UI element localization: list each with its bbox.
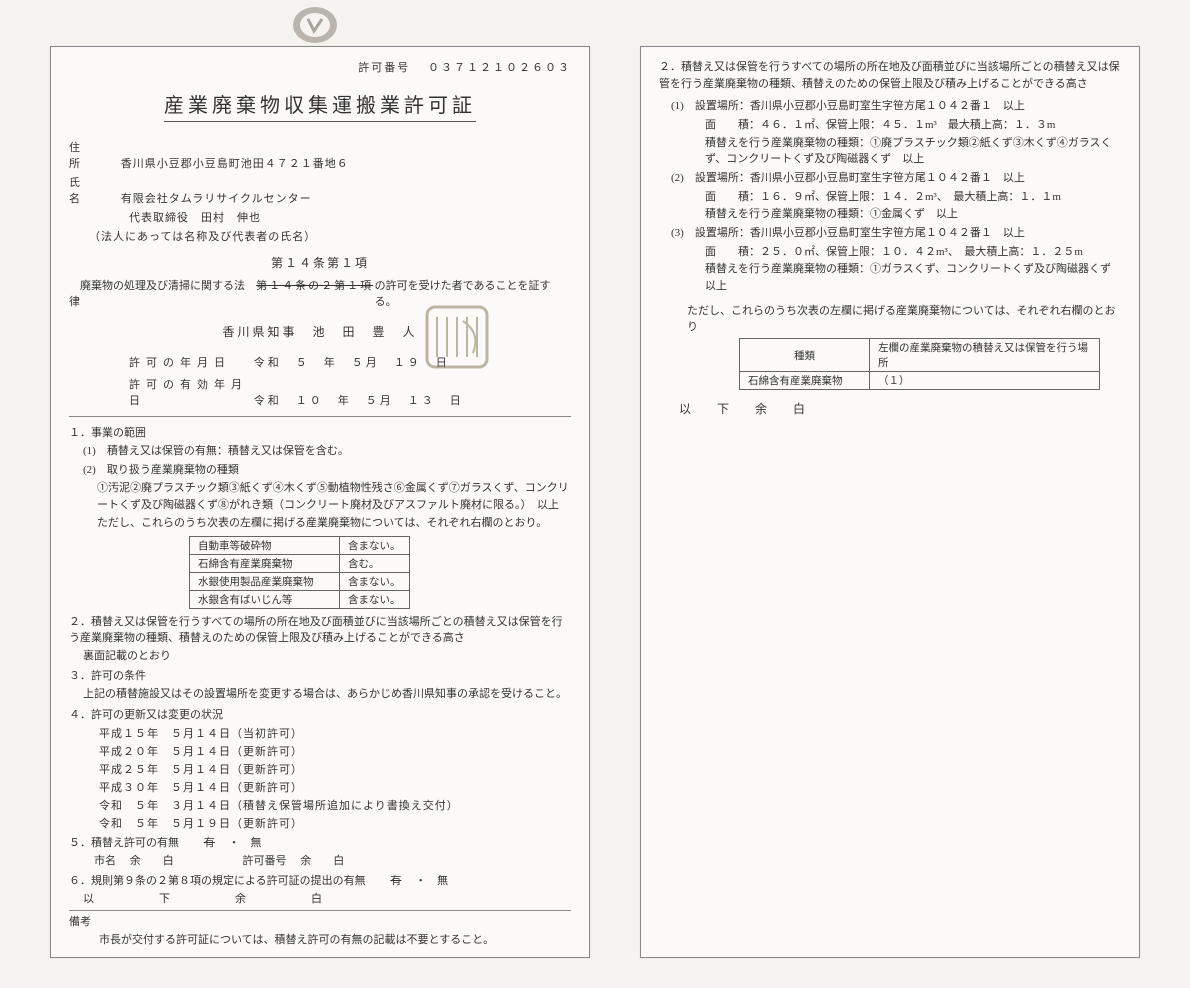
- history-line: 平成３０年 ５月１４日（更新許可）: [69, 779, 571, 795]
- section-1-1: (1) 積替え又は保管の有無：積替え又は保管を含む。: [69, 443, 571, 460]
- end-blank: 以下余白: [679, 400, 1121, 417]
- cell: 自動車等破砕物: [190, 536, 340, 554]
- table-row: 自動車等破砕物含まない。: [190, 536, 410, 554]
- location-2-types: 積替えを行う産業廃棄物の種類：①金属くず 以上: [659, 206, 1121, 223]
- cell: （１）: [870, 372, 1100, 390]
- company-name: 有限会社タムラリサイクルセンター: [121, 193, 312, 205]
- back-note: ただし、これらのうち次表の左欄に掲げる産業廃棄物については、それぞれ右欄のとおり: [659, 302, 1121, 334]
- section-3-head: ３．許可の条件: [69, 667, 571, 683]
- name-row: 氏 名 有限会社タムラリサイクルセンター: [69, 174, 571, 206]
- document-title: 産業廃棄物収集運搬業許可証: [164, 89, 476, 122]
- expiry-date-label: 許可の有効年月日: [129, 376, 249, 408]
- permit-number-line: 許可番号 ０３７１２１０２６０３: [69, 59, 571, 75]
- table-row: 水銀使用製品産業廃棄物含まない。: [190, 572, 410, 590]
- section-6-no: ・ 無: [415, 875, 448, 887]
- waste-inclusion-table: 自動車等破砕物含まない。 石綿含有産業廃棄物含む。 水銀使用製品産業廃棄物含まな…: [189, 536, 410, 609]
- history-line: 平成２０年 ５月１４日（更新許可）: [69, 743, 571, 759]
- permit-date-row: 許可の年月日 令和 ５ 年 ５月 １９ 日: [129, 354, 571, 370]
- table-header: 左欄の産業廃棄物の積替え又は保管を行う場所: [870, 339, 1100, 372]
- section-6-label: ６．規則第９条の２第８項の規定による許可証の提出の有無: [69, 875, 366, 887]
- section-5-label: ５．積替え許可の有無: [69, 837, 179, 849]
- address-label: 住 所: [69, 139, 117, 171]
- section-3-body: 上記の積替施設又はその設置場所を変更する場合は、あらかじめ香川県知事の承認を受け…: [69, 686, 571, 703]
- section-5-details: 市名 余 白 許可番号 余 白: [69, 853, 571, 870]
- table-row: 種類 左欄の産業廃棄物の積替え又は保管を行う場所: [740, 339, 1100, 372]
- certify-left: 廃棄物の処理及び清掃に関する法律: [69, 277, 255, 309]
- section-5-yes: 有: [204, 837, 215, 849]
- city-value: 余 白: [130, 855, 174, 867]
- cell: 水銀含有ばいじん等: [190, 590, 340, 608]
- section-5-no: ・ 無: [229, 837, 262, 849]
- remarks-label: 備考: [69, 910, 571, 929]
- location-3-place: (3) 設置場所：香川県小豆郡小豆島町室生字笹方尾１０４２番１ 以上: [659, 225, 1121, 242]
- permit-no-label: 許可番号: [243, 855, 287, 867]
- section-2-head: ２．積替え又は保管を行うすべての場所の所在地及び面積並びに当該場所ごとの積替え又…: [69, 613, 571, 645]
- address-row: 住 所 香川県小豆郡小豆島町池田４７２１番地６: [69, 139, 571, 171]
- article-main: 第１４条第１項: [69, 254, 571, 271]
- cell: 含まない。: [340, 572, 410, 590]
- cell: 含む。: [340, 554, 410, 572]
- cell: 含まない。: [340, 590, 410, 608]
- cell: 石綿含有産業廃棄物: [740, 372, 870, 390]
- history-line: 令和 ５年 ３月１４日（積替え保管場所追加により書換え交付）: [69, 797, 571, 813]
- certify-line: 廃棄物の処理及び清掃に関する法律 第１４条の２第１項 の許可を受けた者であること…: [69, 277, 571, 309]
- location-3-types: 積替えを行う産業廃棄物の種類：①ガラスくず、コンクリートくず及び陶磁器くず 以上: [659, 261, 1121, 294]
- permit-number: ０３７１２１０２６０３: [428, 62, 571, 74]
- section-1-2: (2) 取り扱う産業廃棄物の種類: [69, 462, 571, 479]
- expiry-date-row: 許可の有効年月日 令和 １０ 年 ５月 １３ 日: [129, 376, 571, 408]
- cell: 石綿含有産業廃棄物: [190, 554, 340, 572]
- cell: 含まない。: [340, 536, 410, 554]
- location-1-types: 積替えを行う産業廃棄物の種類：①廃プラスチック類②紙くず③木くず④ガラスくず、コ…: [659, 135, 1121, 168]
- permit-number-label: 許可番号: [358, 62, 410, 74]
- name-label: 氏 名: [69, 174, 117, 206]
- permit-date-label: 許可の年月日: [129, 354, 249, 370]
- representative: 代表取締役 田村 伸也: [69, 209, 571, 225]
- permit-page-back: ２．積替え又は保管を行うすべての場所の所在地及び面積並びに当該場所ごとの積替え又…: [640, 46, 1140, 958]
- waste-types: ①汚泥②廃プラスチック類③紙くず④木くず⑤動植物性残さ⑥金属くず⑦ガラスくず、コ…: [69, 480, 571, 513]
- permit-date-value: 令和 ５ 年 ５月 １９ 日: [254, 357, 450, 369]
- table-row: 石綿含有産業廃棄物含む。: [190, 554, 410, 572]
- section-2-body: 裏面記載のとおり: [69, 648, 571, 665]
- governor-seal-icon: [423, 303, 491, 371]
- location-2-place: (2) 設置場所：香川県小豆郡小豆島町室生字笹方尾１０４２番１ 以上: [659, 170, 1121, 187]
- cell: 水銀使用製品産業廃棄物: [190, 572, 340, 590]
- section-6-head: ６．規則第９条の２第８項の規定による許可証の提出の有無 有 ・ 無: [69, 872, 571, 888]
- back-section-head: ２．積替え又は保管を行うすべての場所の所在地及び面積並びに当該場所ごとの積替え又…: [659, 59, 1121, 96]
- decorative-top-seal: [290, 5, 340, 45]
- article-block: 第１４条第１項: [69, 254, 571, 271]
- section-6-yes: 有: [390, 875, 401, 887]
- governor-line: 香川県知事 池 田 豊 人: [69, 323, 571, 340]
- table-row: 石綿含有産業廃棄物 （１）: [740, 372, 1100, 390]
- asbestos-table: 種類 左欄の産業廃棄物の積替え又は保管を行う場所 石綿含有産業廃棄物 （１）: [739, 338, 1100, 390]
- location-2-area: 面 積：１６．９㎡、保管上限：１４．２m³、 最大積上高：１．１m: [659, 189, 1121, 206]
- city-label: 市名: [94, 855, 116, 867]
- section-4-head: ４．許可の更新又は変更の状況: [69, 706, 571, 722]
- location-3-area: 面 積：２５．０㎡、保管上限：１０．４２m³、 最大積上高：１．２５m: [659, 244, 1121, 261]
- governor-name: 香川県知事 池 田 豊 人: [222, 325, 417, 339]
- section-1-note: ただし、これらのうち次表の左欄に掲げる産業廃棄物については、それぞれ右欄のとおり…: [69, 515, 571, 532]
- table-header: 種類: [740, 339, 870, 372]
- location-1-place: (1) 設置場所：香川県小豆郡小豆島町室生字笹方尾１０４２番１ 以上: [659, 98, 1121, 115]
- history-line: 平成２５年 ５月１４日（更新許可）: [69, 761, 571, 777]
- below-blank: 以 下 余 白: [69, 891, 571, 908]
- article-struck: 第１４条の２第１項: [256, 280, 373, 292]
- expiry-date-value: 令和 １０ 年 ５月 １３ 日: [254, 395, 464, 407]
- corporate-note: （法人にあっては名称及び代表者の氏名）: [69, 228, 571, 244]
- remarks-body: 市長が交付する許可証については、積替え許可の有無の記載は不要とすること。: [69, 931, 571, 947]
- address-value: 香川県小豆郡小豆島町池田４７２１番地６: [121, 158, 349, 170]
- section-1-head: １．事業の範囲: [69, 424, 571, 440]
- table-row: 水銀含有ばいじん等含まない。: [190, 590, 410, 608]
- permit-page-front: 許可番号 ０３７１２１０２６０３ 産業廃棄物収集運搬業許可証 住 所 香川県小豆…: [50, 46, 590, 958]
- history-line: 平成１５年 ５月１４日（当初許可）: [69, 725, 571, 741]
- permit-no-value: 余 白: [300, 855, 344, 867]
- history-line: 令和 ５年 ５月１９日（更新許可）: [69, 815, 571, 831]
- location-1-area: 面 積：４６．１㎡、保管上限：４５．１m³ 最大積上高：１．３m: [659, 117, 1121, 134]
